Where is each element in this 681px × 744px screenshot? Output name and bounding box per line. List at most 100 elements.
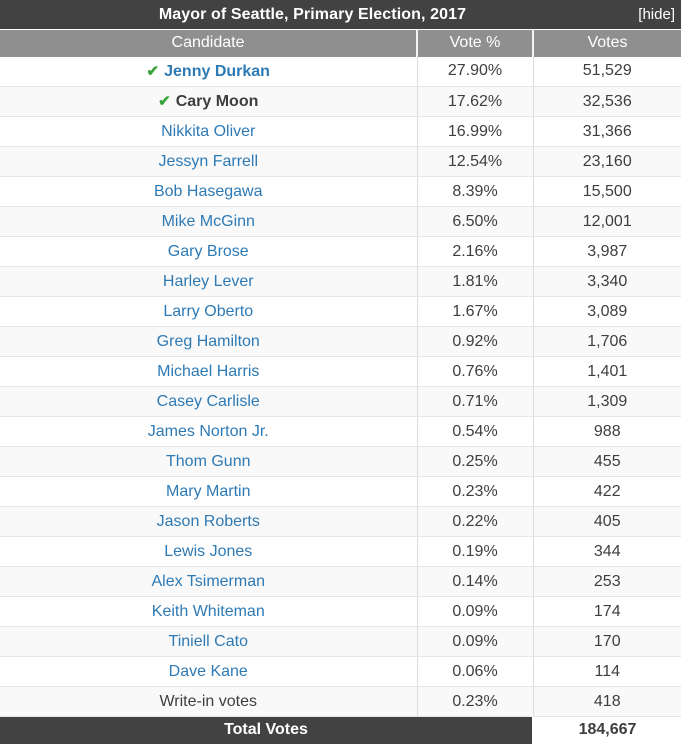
votes-cell: 1,706: [532, 326, 681, 357]
candidate-link[interactable]: Lewis Jones: [164, 542, 253, 560]
candidate-link[interactable]: Jessyn Farrell: [158, 152, 259, 170]
candidate-link[interactable]: Mike McGinn: [161, 212, 255, 230]
table-row: Larry Oberto 1.67% 3,089: [0, 296, 681, 327]
vote-pct-cell: 0.54%: [416, 416, 533, 447]
candidate-cell: Dave Kane: [0, 656, 417, 687]
table-row: Lewis Jones 0.19% 344: [0, 536, 681, 567]
candidate-link[interactable]: Gary Brose: [167, 242, 249, 260]
votes-cell: 344: [532, 536, 681, 567]
candidate-link[interactable]: Mary Martin: [166, 482, 251, 500]
column-header-candidate: Candidate: [0, 29, 417, 57]
vote-pct-cell: 0.23%: [416, 476, 533, 507]
votes-cell: 31,366: [532, 116, 681, 147]
vote-pct-cell: 0.19%: [416, 536, 533, 567]
vote-pct-cell: 0.22%: [416, 506, 533, 537]
vote-pct-cell: 8.39%: [416, 176, 533, 207]
candidate-link[interactable]: Jason Roberts: [156, 512, 260, 530]
page-title: Mayor of Seattle, Primary Election, 2017: [158, 5, 467, 23]
vote-pct-cell: 16.99%: [416, 116, 533, 147]
table-row: James Norton Jr. 0.54% 988: [0, 416, 681, 447]
candidate-cell: Mary Martin: [0, 476, 417, 507]
votes-cell: 1,309: [532, 386, 681, 417]
candidate-cell: Tiniell Cato: [0, 626, 417, 657]
candidate-cell: James Norton Jr.: [0, 416, 417, 447]
votes-cell: 405: [532, 506, 681, 537]
candidate-link[interactable]: Alex Tsimerman: [151, 572, 265, 590]
candidate-cell: Thom Gunn: [0, 446, 417, 477]
winner-check-icon: ✔: [146, 62, 160, 80]
results-body: ✔ Jenny Durkan 27.90% 51,529 ✔ Cary Moon 1…: [0, 56, 681, 717]
votes-cell: 3,340: [532, 266, 681, 297]
candidate-link[interactable]: Greg Hamilton: [156, 332, 260, 350]
candidate-cell: Bob Hasegawa: [0, 176, 417, 207]
candidate-link[interactable]: Harley Lever: [162, 272, 254, 290]
table-row: ✔ Cary Moon 17.62% 32,536: [0, 86, 681, 117]
votes-cell: 170: [532, 626, 681, 657]
candidate-cell: Lewis Jones: [0, 536, 417, 567]
vote-pct-cell: 0.23%: [416, 686, 533, 717]
vote-pct-cell: 0.71%: [416, 386, 533, 417]
vote-pct-cell: 0.14%: [416, 566, 533, 597]
vote-pct-cell: 12.54%: [416, 146, 533, 177]
votes-cell: 422: [532, 476, 681, 507]
vote-pct-cell: 1.81%: [416, 266, 533, 297]
candidate-cell: Larry Oberto: [0, 296, 417, 327]
candidate-cell: Harley Lever: [0, 266, 417, 297]
candidate-cell: ✔ Jenny Durkan: [0, 56, 417, 87]
table-row: Casey Carlisle 0.71% 1,309: [0, 386, 681, 417]
candidate-link[interactable]: Thom Gunn: [166, 452, 251, 470]
vote-pct-cell: 1.67%: [416, 296, 533, 327]
votes-cell: 418: [532, 686, 681, 717]
candidate-cell: Jason Roberts: [0, 506, 417, 537]
candidate-cell: Gary Brose: [0, 236, 417, 267]
vote-pct-cell: 0.76%: [416, 356, 533, 387]
candidate-link[interactable]: Larry Oberto: [163, 302, 254, 320]
vote-pct-cell: 0.09%: [416, 626, 533, 657]
vote-pct-cell: 27.90%: [416, 56, 533, 87]
vote-pct-cell: 2.16%: [416, 236, 533, 267]
total-votes-value: 184,667: [532, 716, 681, 744]
candidate-link[interactable]: James Norton Jr.: [147, 422, 269, 440]
votes-cell: 51,529: [532, 56, 681, 87]
table-row: Tiniell Cato 0.09% 170: [0, 626, 681, 657]
candidate-link[interactable]: Bob Hasegawa: [153, 182, 263, 200]
vote-pct-cell: 17.62%: [416, 86, 533, 117]
candidate-link[interactable]: Casey Carlisle: [156, 392, 260, 410]
table-row: Greg Hamilton 0.92% 1,706: [0, 326, 681, 357]
table-row: Keith Whiteman 0.09% 174: [0, 596, 681, 627]
results-table: Candidate Vote % Votes ✔ Jenny Durkan 27.…: [0, 29, 681, 744]
table-row: Jessyn Farrell 12.54% 23,160: [0, 146, 681, 177]
candidate-link[interactable]: Nikkita Oliver: [161, 122, 256, 140]
hide-link[interactable]: [hide]: [638, 6, 675, 23]
vote-pct-cell: 0.92%: [416, 326, 533, 357]
votes-cell: 15,500: [532, 176, 681, 207]
candidate-cell: Keith Whiteman: [0, 596, 417, 627]
candidate-name: Cary Moon: [175, 93, 259, 110]
candidate-cell: ✔ Cary Moon: [0, 86, 417, 117]
total-row: Total Votes 184,667: [0, 716, 681, 744]
votes-cell: 988: [532, 416, 681, 447]
candidate-cell: Nikkita Oliver: [0, 116, 417, 147]
candidate-cell: Jessyn Farrell: [0, 146, 417, 177]
candidate-link[interactable]: Dave Kane: [168, 662, 248, 680]
table-row: Harley Lever 1.81% 3,340: [0, 266, 681, 297]
votes-cell: 32,536: [532, 86, 681, 117]
table-row: Thom Gunn 0.25% 455: [0, 446, 681, 477]
candidate-link[interactable]: Keith Whiteman: [151, 602, 265, 620]
candidate-cell: Casey Carlisle: [0, 386, 417, 417]
table-row: Gary Brose 2.16% 3,987: [0, 236, 681, 267]
total-votes-label: Total Votes: [0, 716, 533, 744]
table-row: Michael Harris 0.76% 1,401: [0, 356, 681, 387]
table-row: ✔ Jenny Durkan 27.90% 51,529: [0, 56, 681, 87]
votes-cell: 12,001: [532, 206, 681, 237]
table-row: Write-in votes 0.23% 418: [0, 686, 681, 717]
vote-pct-cell: 0.06%: [416, 656, 533, 687]
votes-cell: 3,987: [532, 236, 681, 267]
vote-pct-cell: 6.50%: [416, 206, 533, 237]
column-header-votes: Votes: [532, 29, 681, 57]
candidate-link[interactable]: Tiniell Cato: [168, 632, 248, 650]
vote-pct-cell: 0.09%: [416, 596, 533, 627]
candidate-link[interactable]: Michael Harris: [157, 362, 260, 380]
candidate-link[interactable]: Jenny Durkan: [164, 62, 270, 80]
